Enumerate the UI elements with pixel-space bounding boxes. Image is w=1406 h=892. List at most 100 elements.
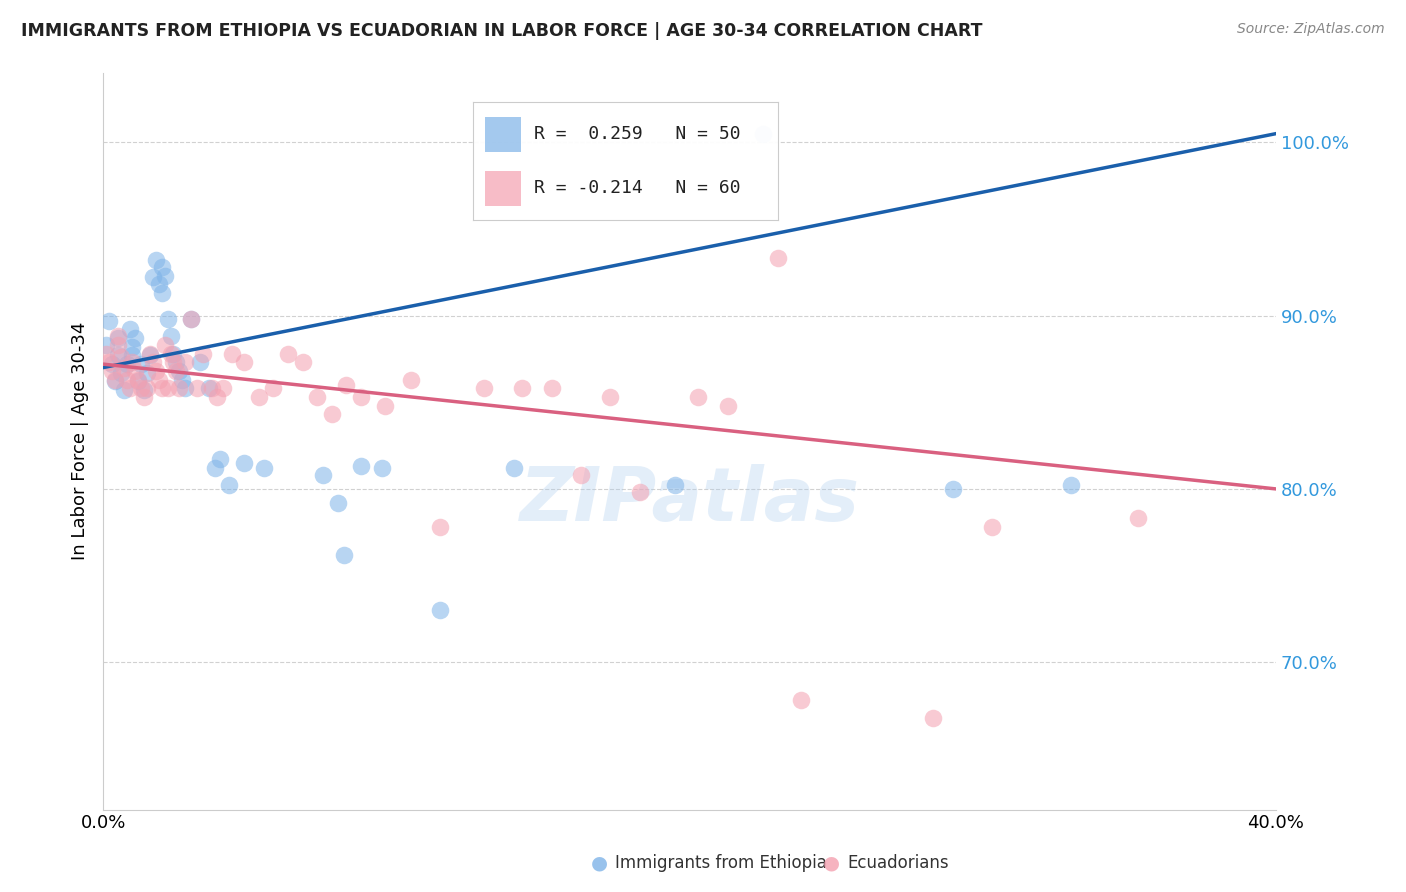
Point: [150, 260, 173, 274]
Point: [150, 381, 173, 395]
Point: [94, 338, 117, 352]
Point: [1126, 511, 1149, 525]
Point: [209, 452, 232, 467]
Point: [374, 399, 396, 413]
Point: [121, 340, 143, 354]
Point: [107, 338, 129, 352]
Point: [172, 373, 194, 387]
Point: [121, 349, 143, 363]
Point: [221, 347, 243, 361]
Point: [153, 338, 176, 352]
Point: [156, 381, 179, 395]
Point: [186, 381, 208, 395]
Point: [127, 373, 149, 387]
Point: [118, 381, 141, 395]
Text: Ecuadorians: Ecuadorians: [846, 855, 949, 872]
Point: [174, 381, 197, 395]
Point: [512, 381, 534, 395]
Point: [139, 349, 162, 363]
Point: [922, 711, 945, 725]
Point: [112, 383, 135, 397]
Point: [107, 349, 129, 363]
Point: [121, 355, 143, 369]
Text: Immigrants from Ethiopia: Immigrants from Ethiopia: [614, 855, 827, 872]
Point: [1060, 478, 1083, 492]
Point: [159, 329, 181, 343]
Point: [980, 520, 1002, 534]
Point: [134, 390, 156, 404]
Point: [502, 461, 524, 475]
Point: [165, 364, 187, 378]
Point: [104, 375, 127, 389]
Point: [569, 468, 592, 483]
Point: [94, 347, 117, 361]
Point: [156, 312, 179, 326]
Point: [321, 408, 343, 422]
Point: [148, 373, 170, 387]
Point: [429, 603, 451, 617]
Point: [118, 322, 141, 336]
Point: [98, 314, 121, 328]
Text: ●: ●: [823, 854, 839, 872]
Point: [335, 378, 357, 392]
Point: [664, 478, 686, 492]
Text: ●: ●: [591, 854, 607, 872]
Point: [136, 366, 159, 380]
Point: [159, 347, 181, 361]
Point: [204, 461, 226, 475]
Point: [142, 355, 165, 369]
Point: [101, 364, 124, 378]
Point: [197, 381, 219, 395]
Point: [124, 364, 146, 378]
Point: [145, 253, 167, 268]
Point: [207, 390, 229, 404]
Point: [180, 312, 202, 326]
Point: [115, 373, 138, 387]
Point: [142, 270, 165, 285]
Point: [291, 355, 314, 369]
Point: [688, 390, 710, 404]
Point: [370, 461, 392, 475]
Point: [124, 331, 146, 345]
Point: [153, 268, 176, 283]
Point: [188, 355, 211, 369]
Point: [277, 347, 299, 361]
Point: [752, 127, 775, 141]
Point: [104, 373, 127, 387]
Point: [599, 390, 621, 404]
Point: [136, 381, 159, 395]
Point: [139, 347, 162, 361]
Point: [150, 286, 173, 301]
Point: [110, 366, 132, 380]
Point: [540, 381, 562, 395]
Point: [332, 548, 354, 562]
Point: [312, 468, 335, 483]
Point: [110, 350, 132, 364]
Point: [218, 478, 240, 492]
Point: [628, 485, 651, 500]
Point: [148, 277, 170, 292]
Point: [174, 355, 197, 369]
Point: [790, 693, 813, 707]
Point: [942, 482, 965, 496]
Text: Source: ZipAtlas.com: Source: ZipAtlas.com: [1237, 22, 1385, 37]
Point: [472, 381, 495, 395]
Point: [307, 390, 329, 404]
Point: [232, 355, 254, 369]
Point: [145, 364, 167, 378]
Point: [717, 399, 740, 413]
Y-axis label: In Labor Force | Age 30-34: In Labor Force | Age 30-34: [72, 322, 89, 560]
Point: [107, 331, 129, 345]
Point: [162, 355, 184, 369]
Point: [766, 252, 789, 266]
Point: [247, 390, 270, 404]
Text: ZIPatlas: ZIPatlas: [520, 464, 859, 537]
Point: [253, 461, 276, 475]
Point: [169, 364, 191, 378]
Text: IMMIGRANTS FROM ETHIOPIA VS ECUADORIAN IN LABOR FORCE | AGE 30-34 CORRELATION CH: IMMIGRANTS FROM ETHIOPIA VS ECUADORIAN I…: [21, 22, 983, 40]
Point: [326, 496, 349, 510]
Point: [112, 360, 135, 375]
Point: [127, 375, 149, 389]
Point: [201, 381, 224, 395]
Point: [232, 456, 254, 470]
